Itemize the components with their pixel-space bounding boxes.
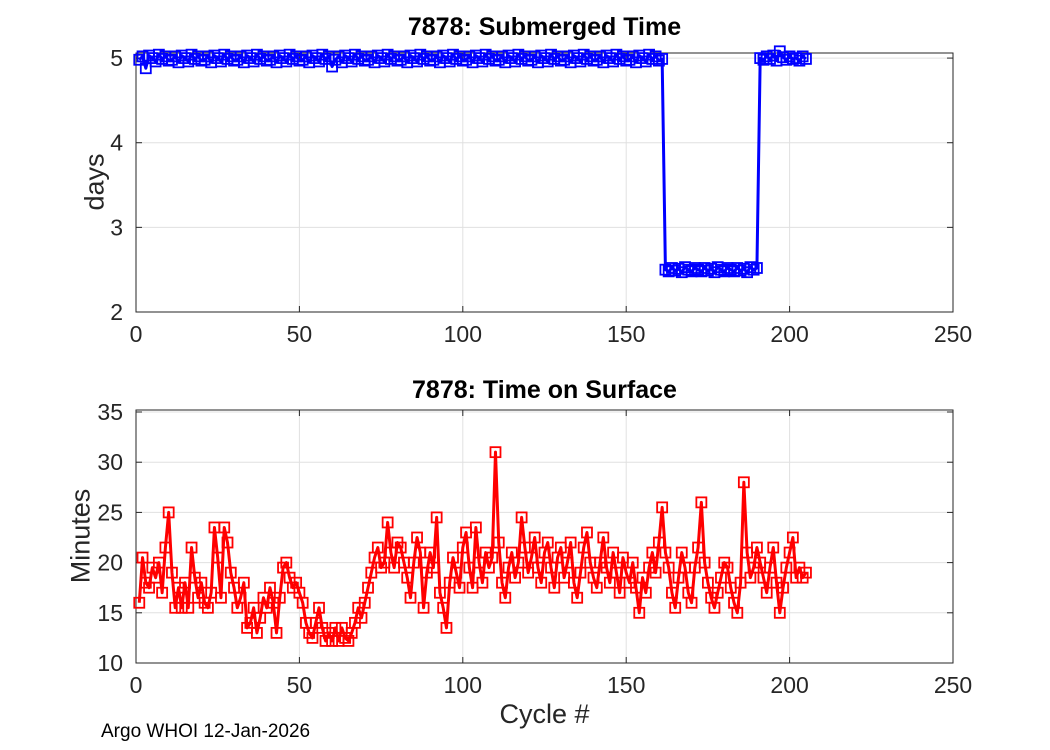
tick-labels: 0 50 100 150 200 250 2 3 4 5 xyxy=(110,45,972,347)
figure-footer: Argo WHOI 12-Jan-2026 xyxy=(101,721,311,742)
axes-group: 0 50 100 150 200 250 10 15 20 25 30 35 xyxy=(97,399,972,698)
svg-text:20: 20 xyxy=(97,550,123,576)
svg-text:2: 2 xyxy=(110,299,123,325)
axes-group: 0 50 100 150 200 250 2 3 4 5 xyxy=(110,45,972,347)
svg-text:200: 200 xyxy=(770,321,808,347)
svg-text:35: 35 xyxy=(97,399,123,425)
svg-text:25: 25 xyxy=(97,499,123,525)
data-series xyxy=(133,45,812,279)
axes-box xyxy=(135,52,954,313)
svg-text:50: 50 xyxy=(287,672,313,698)
svg-text:200: 200 xyxy=(770,672,808,698)
tick-labels: 0 50 100 150 200 250 10 15 20 25 30 35 xyxy=(97,399,972,698)
svg-text:150: 150 xyxy=(607,672,645,698)
svg-text:4: 4 xyxy=(110,130,123,156)
svg-text:30: 30 xyxy=(97,449,123,475)
surface-time-plot: 0 50 100 150 200 250 10 15 20 25 30 35 xyxy=(97,399,972,698)
submerged-time-plot: 0 50 100 150 200 250 2 3 4 5 xyxy=(110,45,972,347)
tick-marks xyxy=(135,410,954,664)
data-series xyxy=(133,446,812,647)
svg-text:15: 15 xyxy=(97,600,123,626)
grid-lines xyxy=(135,53,954,313)
axes-box xyxy=(135,409,954,664)
svg-text:0: 0 xyxy=(130,672,143,698)
svg-text:0: 0 xyxy=(130,321,143,347)
svg-text:5: 5 xyxy=(110,45,123,71)
svg-text:150: 150 xyxy=(607,321,645,347)
surface-chart-title: 7878: Time on Surface xyxy=(412,376,677,404)
svg-text:250: 250 xyxy=(934,672,972,698)
tick-marks xyxy=(135,53,954,313)
svg-text:50: 50 xyxy=(287,321,313,347)
svg-text:100: 100 xyxy=(444,672,482,698)
x-axis-label: Cycle # xyxy=(499,699,590,729)
submerged-chart-title: 7878: Submerged Time xyxy=(407,13,682,41)
svg-text:3: 3 xyxy=(110,214,123,240)
svg-text:100: 100 xyxy=(444,321,482,347)
svg-text:250: 250 xyxy=(934,321,972,347)
svg-text:10: 10 xyxy=(97,650,123,676)
